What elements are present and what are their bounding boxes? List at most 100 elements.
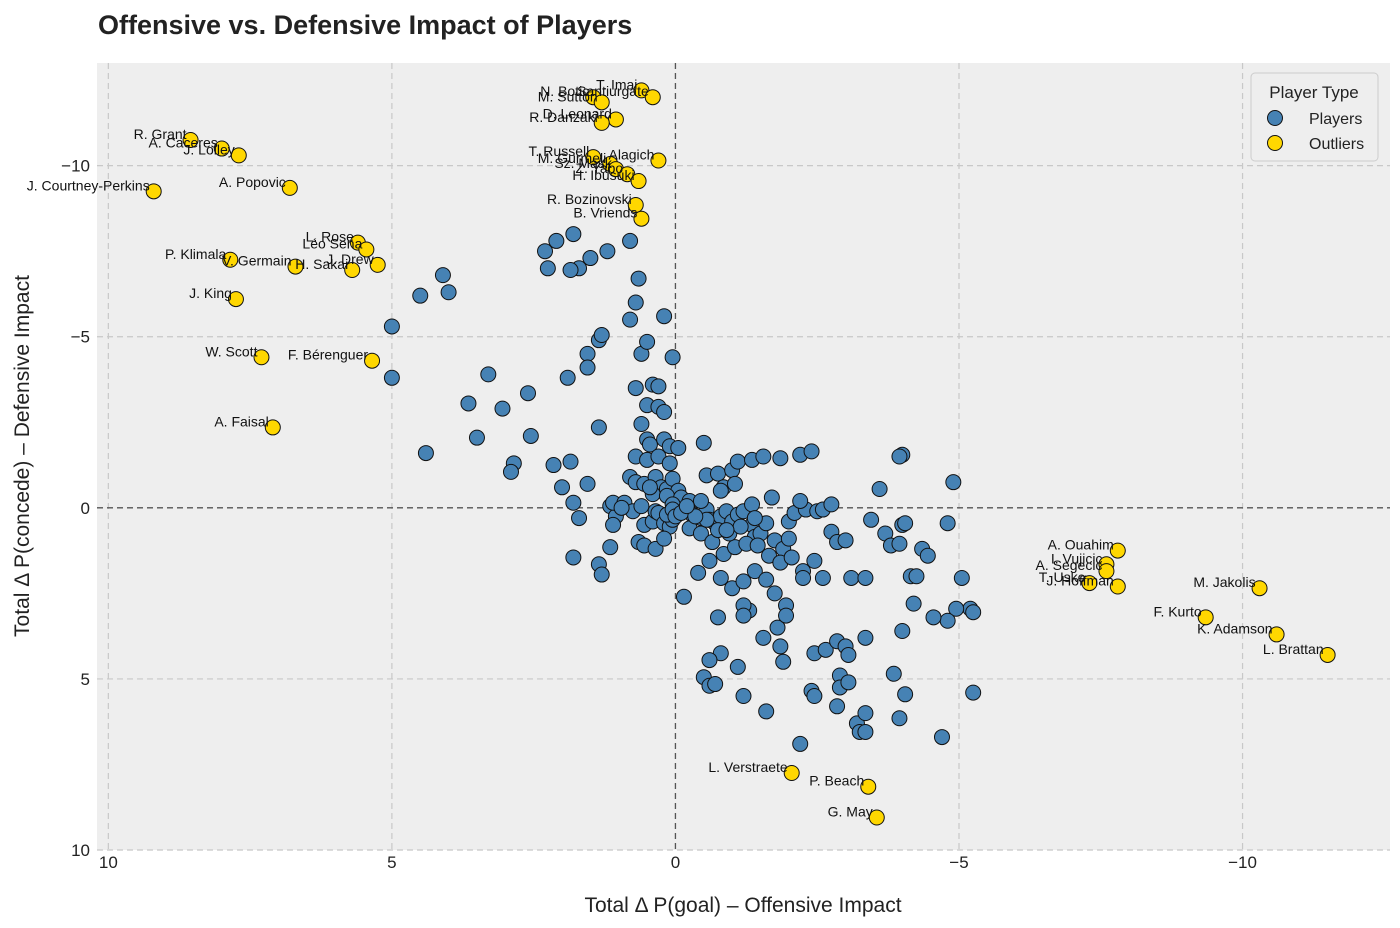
player-point xyxy=(843,569,860,586)
outlier-point xyxy=(227,291,244,308)
player-point xyxy=(599,243,616,260)
player-point xyxy=(772,450,789,467)
player-point xyxy=(948,600,965,617)
player-point xyxy=(840,646,857,663)
x-axis-label: Total Δ P(goal) – Offensive Impact xyxy=(584,894,901,917)
player-point xyxy=(440,284,457,301)
player-point xyxy=(630,270,647,287)
outlier-label: N. Botic xyxy=(540,83,589,99)
y-tick-label: −5 xyxy=(71,328,90,347)
player-point xyxy=(548,232,565,249)
player-point xyxy=(792,492,809,509)
y-tick-label: 5 xyxy=(81,670,90,689)
outlier-label: V. Germain xyxy=(222,253,292,269)
outlier-label: B. Vriends xyxy=(573,205,637,221)
outlier-label: J. Lolley xyxy=(183,141,234,157)
outlier-point xyxy=(585,149,602,166)
legend-marker-outliers xyxy=(1267,135,1283,151)
outlier-label: P. Klimala xyxy=(165,246,226,262)
player-point xyxy=(965,684,982,701)
player-point xyxy=(749,537,766,554)
player-point xyxy=(709,609,726,626)
player-point xyxy=(792,735,809,752)
player-point xyxy=(871,481,888,498)
outlier-point xyxy=(633,210,650,227)
outlier-point xyxy=(369,256,386,273)
x-tick-label: 10 xyxy=(99,853,118,872)
y-tick-label: −10 xyxy=(61,157,90,176)
player-point xyxy=(690,564,707,581)
player-point xyxy=(593,566,610,583)
outlier-label: G. May xyxy=(828,803,873,819)
legend-label-players: Players xyxy=(1309,111,1362,128)
player-point xyxy=(641,479,658,496)
player-point xyxy=(539,260,556,277)
outlier-label: J. King xyxy=(189,285,232,301)
player-point xyxy=(641,436,658,453)
outlier-label: Santiurgate xyxy=(577,83,649,99)
outlier-point xyxy=(593,114,610,131)
player-point xyxy=(664,349,681,366)
y-axis-label: Total Δ P(concede) – Defensive Impact xyxy=(11,275,34,637)
player-point xyxy=(953,569,970,586)
player-point xyxy=(857,569,874,586)
player-point xyxy=(755,448,772,465)
x-tick-label: −5 xyxy=(949,853,968,872)
y-tick-label: 10 xyxy=(71,841,90,860)
outlier-point xyxy=(1098,563,1115,580)
player-point xyxy=(817,641,834,658)
player-point xyxy=(434,267,451,284)
player-point xyxy=(692,525,709,542)
player-point xyxy=(735,688,752,705)
player-point xyxy=(562,453,579,470)
player-point xyxy=(650,378,667,395)
player-point xyxy=(554,479,571,496)
player-point xyxy=(939,612,956,629)
player-point xyxy=(758,703,775,720)
outlier-label: J. Hoffman xyxy=(1046,573,1113,589)
player-point xyxy=(639,333,656,350)
player-point xyxy=(891,448,908,465)
outlier-label: T. Imai xyxy=(596,76,637,92)
player-point xyxy=(729,453,746,470)
player-point xyxy=(897,686,914,703)
player-point xyxy=(701,652,718,669)
player-point xyxy=(627,380,644,397)
player-point xyxy=(633,415,650,432)
outlier-label: Z. Yabo xyxy=(575,160,623,176)
player-point xyxy=(763,489,780,506)
reference-lines xyxy=(97,63,1390,850)
outlier-point xyxy=(1251,580,1268,597)
player-point xyxy=(746,563,763,580)
player-point xyxy=(735,607,752,624)
player-point xyxy=(758,571,775,588)
player-point xyxy=(675,588,692,605)
player-point xyxy=(766,585,783,602)
player-point xyxy=(905,595,922,612)
player-point xyxy=(829,698,846,715)
outlier-label: D. Leonard xyxy=(543,105,612,121)
player-point xyxy=(709,465,726,482)
player-point xyxy=(857,629,874,646)
outlier-point xyxy=(281,179,298,196)
player-point xyxy=(712,569,729,586)
player-point xyxy=(571,510,588,527)
outlier-point xyxy=(230,147,247,164)
player-point xyxy=(857,705,874,722)
player-point xyxy=(780,530,797,547)
outlier-label: A. Popovic xyxy=(219,174,286,190)
outlier-label: I. Vujicic xyxy=(1051,550,1103,566)
outlier-label: F. Bérenguer xyxy=(288,347,368,363)
player-point xyxy=(417,445,434,462)
outlier-label: A. Faisal xyxy=(214,413,268,429)
outlier-label: L. Brattan xyxy=(1263,641,1324,657)
player-point xyxy=(687,508,704,525)
player-point xyxy=(537,243,554,260)
outlier-label: J. Drew xyxy=(326,251,374,267)
x-tick-label: 5 xyxy=(387,853,396,872)
legend-title: Player Type xyxy=(1269,83,1358,102)
outlier-label: L. Rose xyxy=(306,229,354,245)
player-point xyxy=(965,604,982,621)
player-point xyxy=(806,552,823,569)
player-point xyxy=(633,498,650,515)
